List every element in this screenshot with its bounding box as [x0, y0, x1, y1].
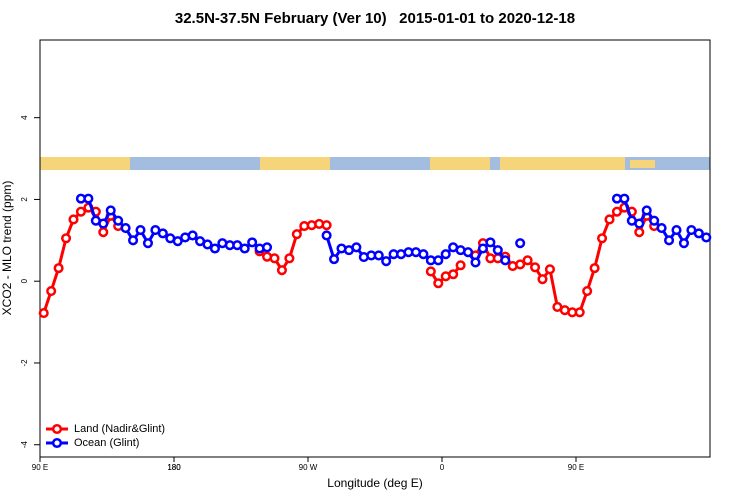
point	[463, 247, 474, 258]
point	[641, 205, 652, 216]
map-strip	[40, 157, 710, 170]
point	[470, 257, 481, 268]
point	[83, 193, 94, 204]
point	[619, 193, 630, 204]
point	[448, 269, 459, 280]
point	[649, 215, 660, 226]
point	[485, 237, 496, 248]
land-strip	[260, 157, 330, 170]
point	[611, 206, 622, 217]
legend-label: Ocean (Glint)	[74, 437, 139, 449]
point	[418, 249, 429, 260]
point	[98, 227, 109, 238]
point	[425, 266, 436, 277]
land-strip	[630, 160, 655, 168]
point	[291, 229, 302, 240]
land-strip	[500, 157, 625, 170]
point	[105, 205, 116, 216]
y-tick-label: 2	[20, 197, 29, 202]
legend-marker	[51, 423, 63, 435]
point	[113, 215, 124, 226]
chart-title: 32.5N-37.5N February (Ver 10) 2015-01-01…	[175, 10, 575, 27]
point	[634, 218, 645, 229]
point	[98, 218, 109, 229]
point	[262, 242, 273, 253]
x-tick-label: 90 E	[568, 463, 584, 472]
point	[247, 237, 258, 248]
y-tick-label: 0	[20, 278, 29, 283]
point	[455, 260, 466, 271]
y-axis-label: XCO2 - MLO trend (ppm)	[0, 181, 14, 316]
point	[321, 220, 332, 231]
land-strip	[40, 157, 130, 170]
x-axis-label: Longitude (deg E)	[327, 476, 422, 490]
point	[515, 238, 526, 249]
x-tick-label: 180	[167, 463, 181, 472]
series	[38, 202, 660, 319]
land-strip	[430, 157, 490, 170]
legend-label: Land (Nadir&Glint)	[74, 423, 165, 435]
point	[321, 230, 332, 241]
y-tick-label: -2	[20, 359, 29, 367]
point	[187, 230, 198, 241]
point	[135, 225, 146, 236]
point	[671, 225, 682, 236]
point	[381, 256, 392, 267]
point	[589, 263, 600, 274]
y-tick-label: -4	[20, 441, 29, 449]
point	[433, 255, 444, 266]
point	[276, 265, 287, 276]
point	[440, 249, 451, 260]
point	[574, 307, 585, 318]
point	[500, 255, 511, 266]
point	[53, 263, 64, 274]
point	[239, 243, 250, 254]
point	[120, 223, 131, 234]
point	[202, 239, 213, 250]
legend-marker	[51, 437, 63, 449]
x-tick-label: 0	[440, 463, 445, 472]
point	[664, 235, 675, 246]
point	[544, 264, 555, 275]
point	[530, 262, 541, 273]
point	[142, 238, 153, 249]
point	[75, 206, 86, 217]
x-tick-label: 90 W	[299, 463, 318, 472]
point	[597, 233, 608, 244]
point	[656, 223, 667, 234]
y-tick-label: 4	[20, 115, 29, 120]
point	[209, 243, 220, 254]
point	[172, 236, 183, 247]
x-tick-label: 90 E	[32, 463, 48, 472]
point	[477, 243, 488, 254]
point	[693, 228, 704, 239]
point	[157, 228, 168, 239]
series	[75, 193, 712, 268]
point	[678, 238, 689, 249]
point	[351, 242, 362, 253]
point	[373, 250, 384, 261]
point	[492, 245, 503, 256]
point	[68, 214, 79, 225]
point	[269, 253, 280, 264]
point	[522, 255, 533, 266]
point	[433, 278, 444, 289]
point	[61, 233, 72, 244]
point	[537, 274, 548, 285]
point	[329, 254, 340, 265]
point	[582, 285, 593, 297]
series-line	[42, 205, 656, 314]
point	[515, 259, 526, 270]
plot-frame	[39, 39, 711, 458]
point	[38, 308, 49, 319]
point	[128, 235, 139, 246]
point	[634, 227, 645, 238]
point	[604, 214, 615, 225]
point	[284, 253, 295, 264]
point	[701, 232, 712, 243]
x-tick-label: 180	[167, 463, 181, 472]
point	[46, 285, 57, 297]
